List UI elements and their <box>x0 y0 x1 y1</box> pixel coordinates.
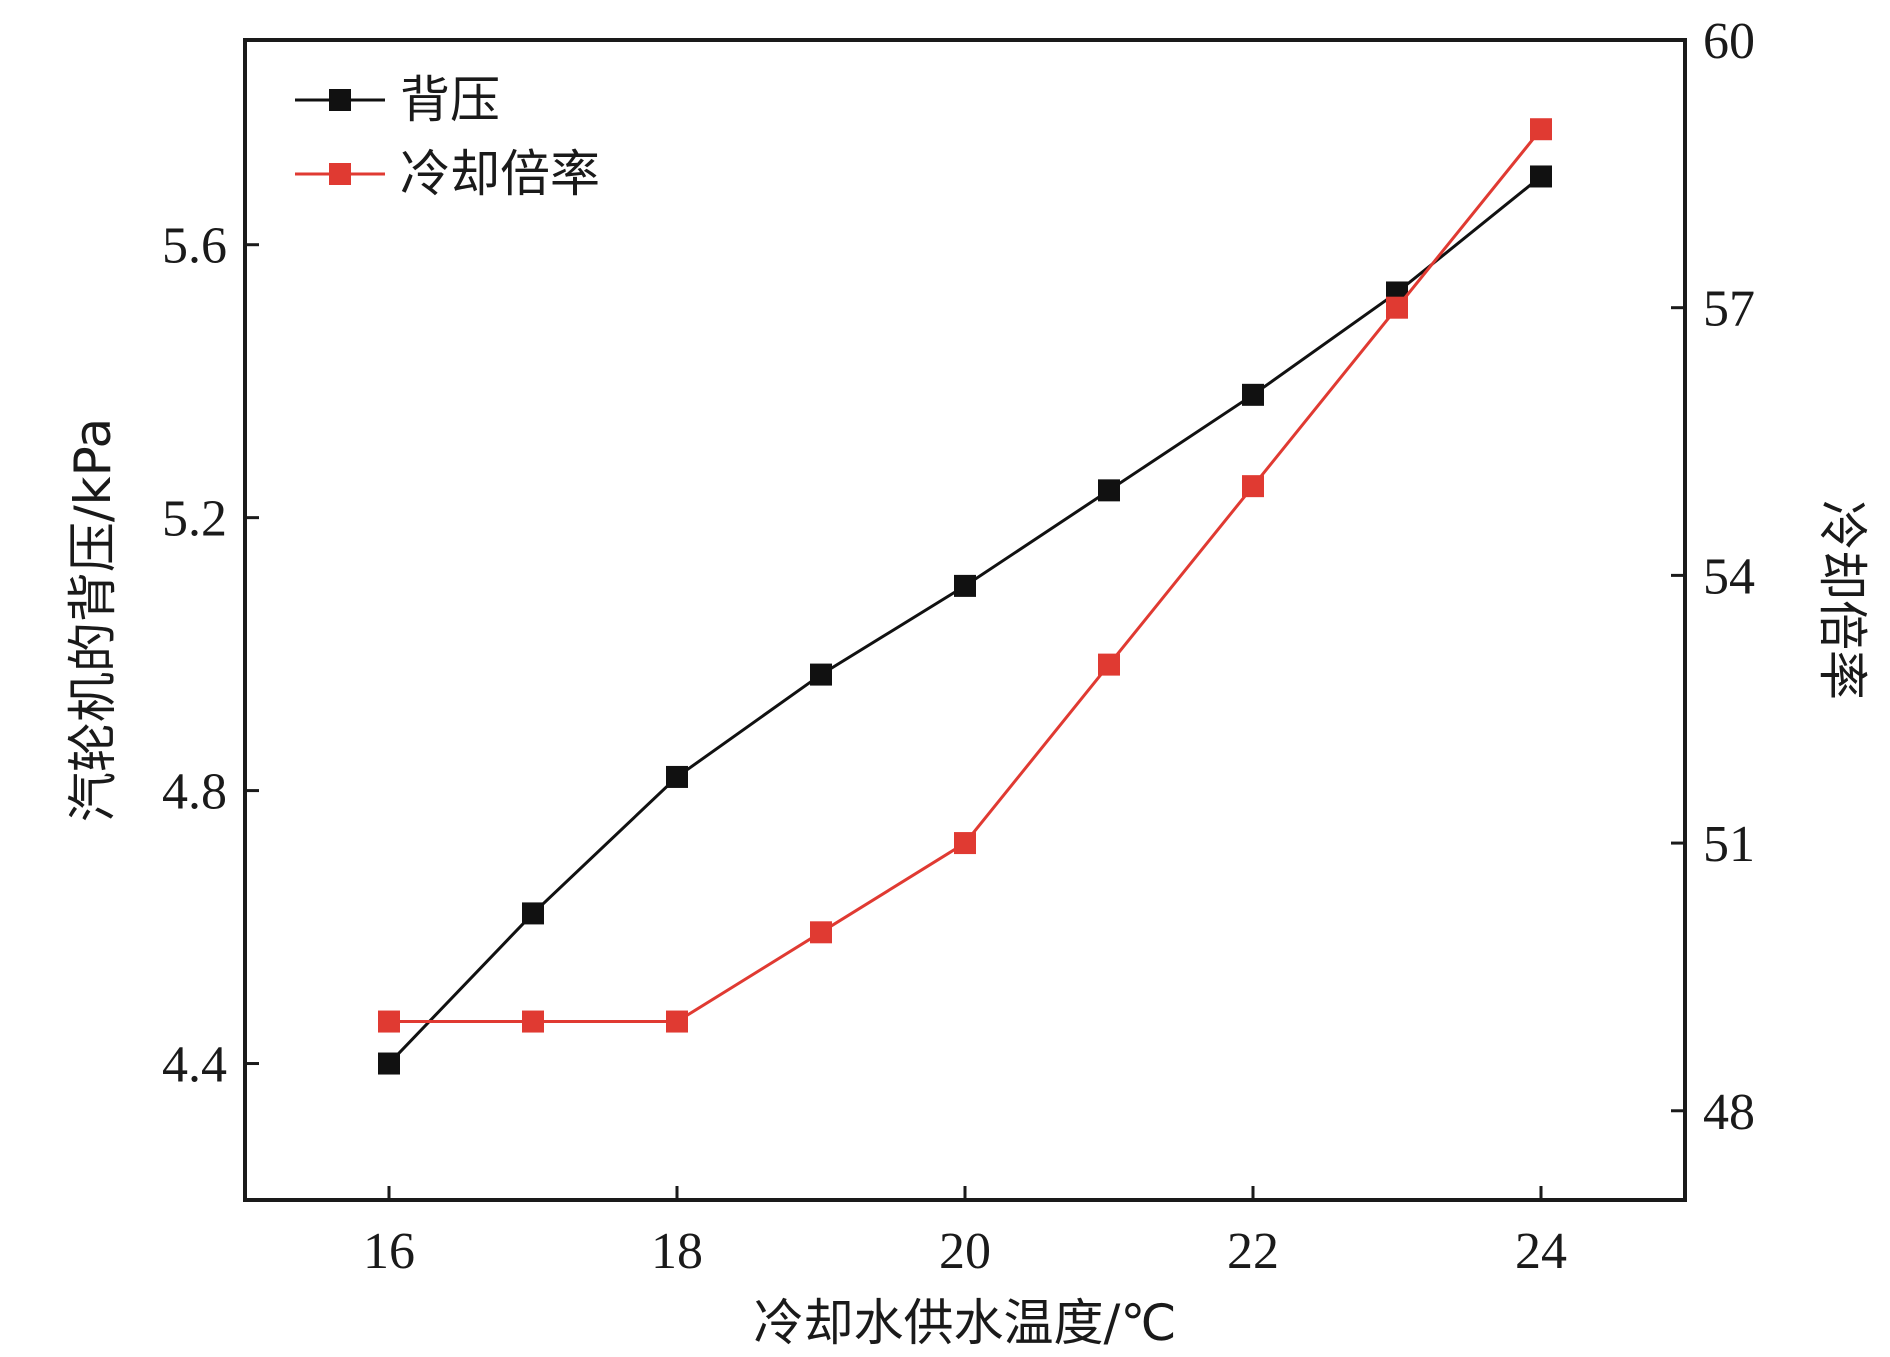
y-left-tick-label: 5.6 <box>162 218 227 275</box>
y-right-tick-label: 54 <box>1703 548 1755 605</box>
back-pressure-marker <box>378 1052 400 1075</box>
back-pressure-marker <box>1098 479 1120 502</box>
back-pressure-marker <box>522 902 544 925</box>
y-right-tick-label: 60 <box>1703 13 1755 70</box>
x-tick-label: 18 <box>651 1223 703 1280</box>
cooling-ratio-marker <box>666 1010 688 1033</box>
x-tick-label: 16 <box>363 1223 415 1280</box>
y-right-tick-label: 57 <box>1703 281 1755 338</box>
cooling-ratio-marker <box>1386 296 1408 319</box>
legend-back-pressure-label: 背压 <box>400 71 500 129</box>
back-pressure-marker <box>666 765 688 788</box>
y-axis-left: 4.4 4.8 5.2 5.6 <box>162 218 259 1094</box>
legend-back-pressure-marker <box>329 89 351 111</box>
x-tick-label: 20 <box>939 1223 991 1280</box>
y-left-tick-label: 5.2 <box>162 491 227 548</box>
back-pressure-marker <box>1242 383 1264 406</box>
cooling-ratio-marker <box>954 832 976 855</box>
back-pressure-line <box>387 175 1542 1065</box>
legend-cooling-ratio-label: 冷却倍率 <box>400 145 600 203</box>
series-layer <box>378 118 1552 1075</box>
x-tick-label: 22 <box>1227 1223 1279 1280</box>
y-left-tick-label: 4.4 <box>162 1037 227 1094</box>
cooling-ratio-marker <box>378 1010 400 1033</box>
y-axis-right-title: 冷却倍率 <box>1813 500 1871 700</box>
cooling-ratio-marker <box>810 921 832 944</box>
x-axis-title: 冷却水供水温度/℃ <box>754 1294 1177 1352</box>
x-tick-label: 24 <box>1515 1223 1567 1280</box>
cooling-ratio-marker <box>1242 475 1264 498</box>
y-axis-left-title: 汽轮机的背压/kPa <box>64 418 122 822</box>
y-axis-right: 48 51 54 57 60 <box>1671 13 1755 1141</box>
cooling-ratio-marker <box>1098 653 1120 676</box>
y-right-tick-label: 48 <box>1703 1084 1755 1141</box>
cooling-ratio-marker <box>522 1010 544 1033</box>
y-left-tick-label: 4.8 <box>162 764 227 821</box>
back-pressure-marker <box>954 574 976 597</box>
x-axis: 16 18 20 22 24 <box>363 1186 1567 1280</box>
legend-cooling-ratio-marker <box>329 163 351 185</box>
y-right-tick-label: 51 <box>1703 816 1755 873</box>
cooling-ratio-marker <box>1530 118 1552 141</box>
plot-frame <box>243 38 1687 1202</box>
back-pressure-marker <box>810 663 832 686</box>
back-pressure-marker <box>1530 165 1552 188</box>
